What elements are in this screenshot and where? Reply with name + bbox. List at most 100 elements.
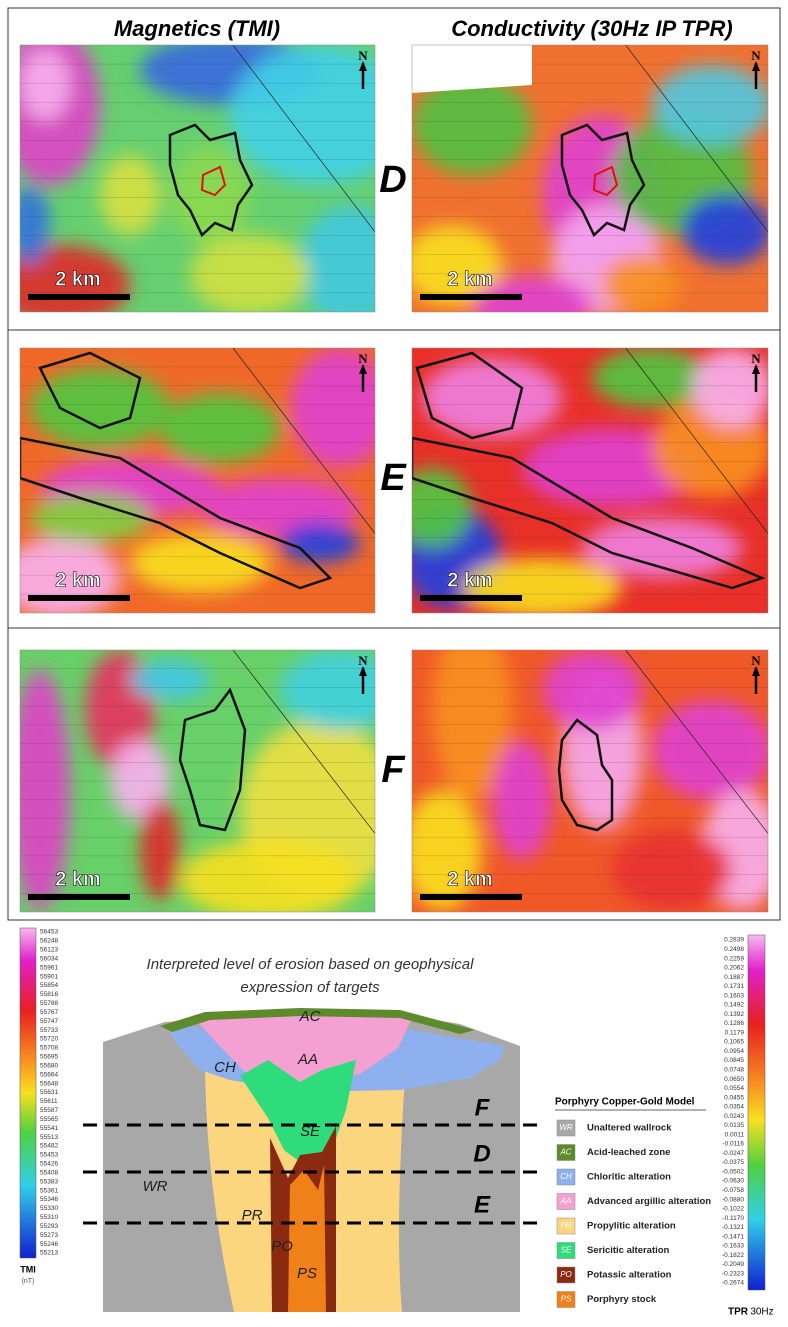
colorbar-label: 55664 xyxy=(40,1071,58,1078)
level-label: F xyxy=(475,1094,491,1121)
colorbar-unit: 30Hz xyxy=(750,1307,773,1318)
map-anomaly xyxy=(280,523,360,563)
target-outline xyxy=(560,123,646,238)
colorbar-label: 0.0135 xyxy=(724,1122,744,1129)
target-outline xyxy=(557,718,614,832)
colorbar-label: 55346 xyxy=(40,1196,58,1203)
colorbar-label: 0.1065 xyxy=(724,1039,744,1046)
colorbar-label: 55330 xyxy=(40,1205,58,1212)
north-arrow-head xyxy=(359,364,367,374)
map-anomaly xyxy=(20,538,120,613)
colorbar-label: -0.0630 xyxy=(722,1178,744,1185)
fault-line xyxy=(625,650,768,834)
map-field xyxy=(20,650,375,912)
map-anomaly xyxy=(100,155,160,235)
colorbar-label: 56123 xyxy=(40,947,58,954)
map-anomaly xyxy=(30,368,170,448)
scale-label: 2 km xyxy=(447,868,493,890)
map-anomaly xyxy=(180,840,360,912)
map-border xyxy=(411,649,769,913)
map-anomaly xyxy=(280,650,375,730)
colorbar-label: 55733 xyxy=(40,1027,58,1034)
colorbar-label: -0.2049 xyxy=(722,1261,744,1268)
map-border xyxy=(411,44,769,313)
colorbar-unit: (nT) xyxy=(22,1278,35,1285)
map-border xyxy=(19,347,376,614)
colorbar-label: 0.0243 xyxy=(724,1113,744,1120)
model-legend: WR Unaltered wallrock AC Acid-leached zone C… xyxy=(556,1119,711,1308)
north-label: N xyxy=(751,653,761,668)
north-label: N xyxy=(358,653,368,668)
colorbar-label: -0.0502 xyxy=(722,1168,744,1175)
colorbar-label: 55901 xyxy=(40,973,58,980)
colorbar-label: 55747 xyxy=(40,1018,58,1025)
section-title: Interpreted level of erosion based on ge… xyxy=(147,956,475,973)
north-arrow-head xyxy=(359,666,367,676)
colorbar-label: -0.1022 xyxy=(722,1206,744,1213)
map-anomaly xyxy=(412,790,482,910)
map-field xyxy=(412,348,768,613)
legend-swatch xyxy=(556,1119,576,1137)
map-anomaly xyxy=(492,740,552,860)
colorbar-label: 55453 xyxy=(40,1152,58,1159)
colorbar-label: 0.1492 xyxy=(724,1002,744,1009)
colorbar-label: 0.1731 xyxy=(724,983,744,990)
fault-line xyxy=(232,45,375,233)
colorbar-label: 55426 xyxy=(40,1161,58,1168)
zone-label: AC xyxy=(299,1008,321,1025)
colorbar-label: 55648 xyxy=(40,1080,58,1087)
colorbar-label: 55816 xyxy=(40,991,58,998)
map-anomaly xyxy=(422,358,562,438)
colorbar-label: 55767 xyxy=(40,1009,58,1016)
legend-label: Propylitic alteration xyxy=(587,1221,676,1232)
map-anomaly xyxy=(682,195,768,265)
north-label: N xyxy=(358,48,368,63)
map-anomaly xyxy=(692,348,768,428)
colorbar-label: 0.1603 xyxy=(724,992,744,999)
fault-line xyxy=(232,348,375,534)
scale-bar xyxy=(420,294,522,300)
target-core xyxy=(592,165,619,197)
frame xyxy=(7,7,781,921)
colorbar-label: 55611 xyxy=(40,1098,58,1105)
colorbar-label: 55961 xyxy=(40,964,58,971)
north-label: N xyxy=(751,351,761,366)
colorbar-label: 0.0954 xyxy=(724,1048,744,1055)
map-panel: 2 km N xyxy=(412,348,768,613)
legend-swatch xyxy=(556,1242,576,1259)
target-outline xyxy=(168,123,254,238)
tmi-colorbar xyxy=(19,927,37,1259)
legend-label: Acid-leached zone xyxy=(587,1147,670,1158)
legend-code: AA xyxy=(560,1197,572,1206)
map-anomaly xyxy=(412,75,532,175)
map-anomaly xyxy=(582,518,742,578)
zone-label: CH xyxy=(214,1059,236,1076)
legend-label: Potassic alteration xyxy=(587,1270,672,1281)
colorbar-label: 55788 xyxy=(40,1000,58,1007)
legend-swatch xyxy=(556,1217,576,1235)
zone-label: AA xyxy=(297,1051,318,1068)
colorbar-label: 55408 xyxy=(40,1169,58,1176)
colorbar-label: 0.0354 xyxy=(724,1104,744,1111)
scale-label: 2 km xyxy=(55,268,101,290)
map-anomaly xyxy=(652,65,768,145)
colorbar-label: 0.0455 xyxy=(724,1094,744,1101)
colorbar-label: -0.0116 xyxy=(722,1141,744,1148)
colorbar-label: 55541 xyxy=(40,1125,58,1132)
colorbar-label: 0.0845 xyxy=(724,1057,744,1064)
level-label: E xyxy=(474,1191,491,1218)
legend-swatch xyxy=(556,1291,576,1308)
north-arrow-head xyxy=(752,666,760,676)
colorbar-label: 55246 xyxy=(40,1241,58,1248)
colorbar-label: 56453 xyxy=(40,929,58,936)
colorbar-label: 55565 xyxy=(40,1116,58,1123)
colorbar-label: 0.0011 xyxy=(725,1131,745,1138)
map-anomaly xyxy=(160,393,280,463)
zone-label: WR xyxy=(143,1178,168,1195)
maps: 2 km N 2 km N 2 km N 2 km N 2 km N 2 km N xyxy=(19,44,769,913)
zone-ac xyxy=(160,1008,475,1034)
tpr-labels: 0.2839 0.2498 0.2259 0.2062 0.1887 0.1731 0.16… xyxy=(722,937,744,1287)
north-arrow-head xyxy=(752,61,760,71)
target-label: E xyxy=(380,457,407,499)
legend-code: PO xyxy=(560,1270,572,1279)
